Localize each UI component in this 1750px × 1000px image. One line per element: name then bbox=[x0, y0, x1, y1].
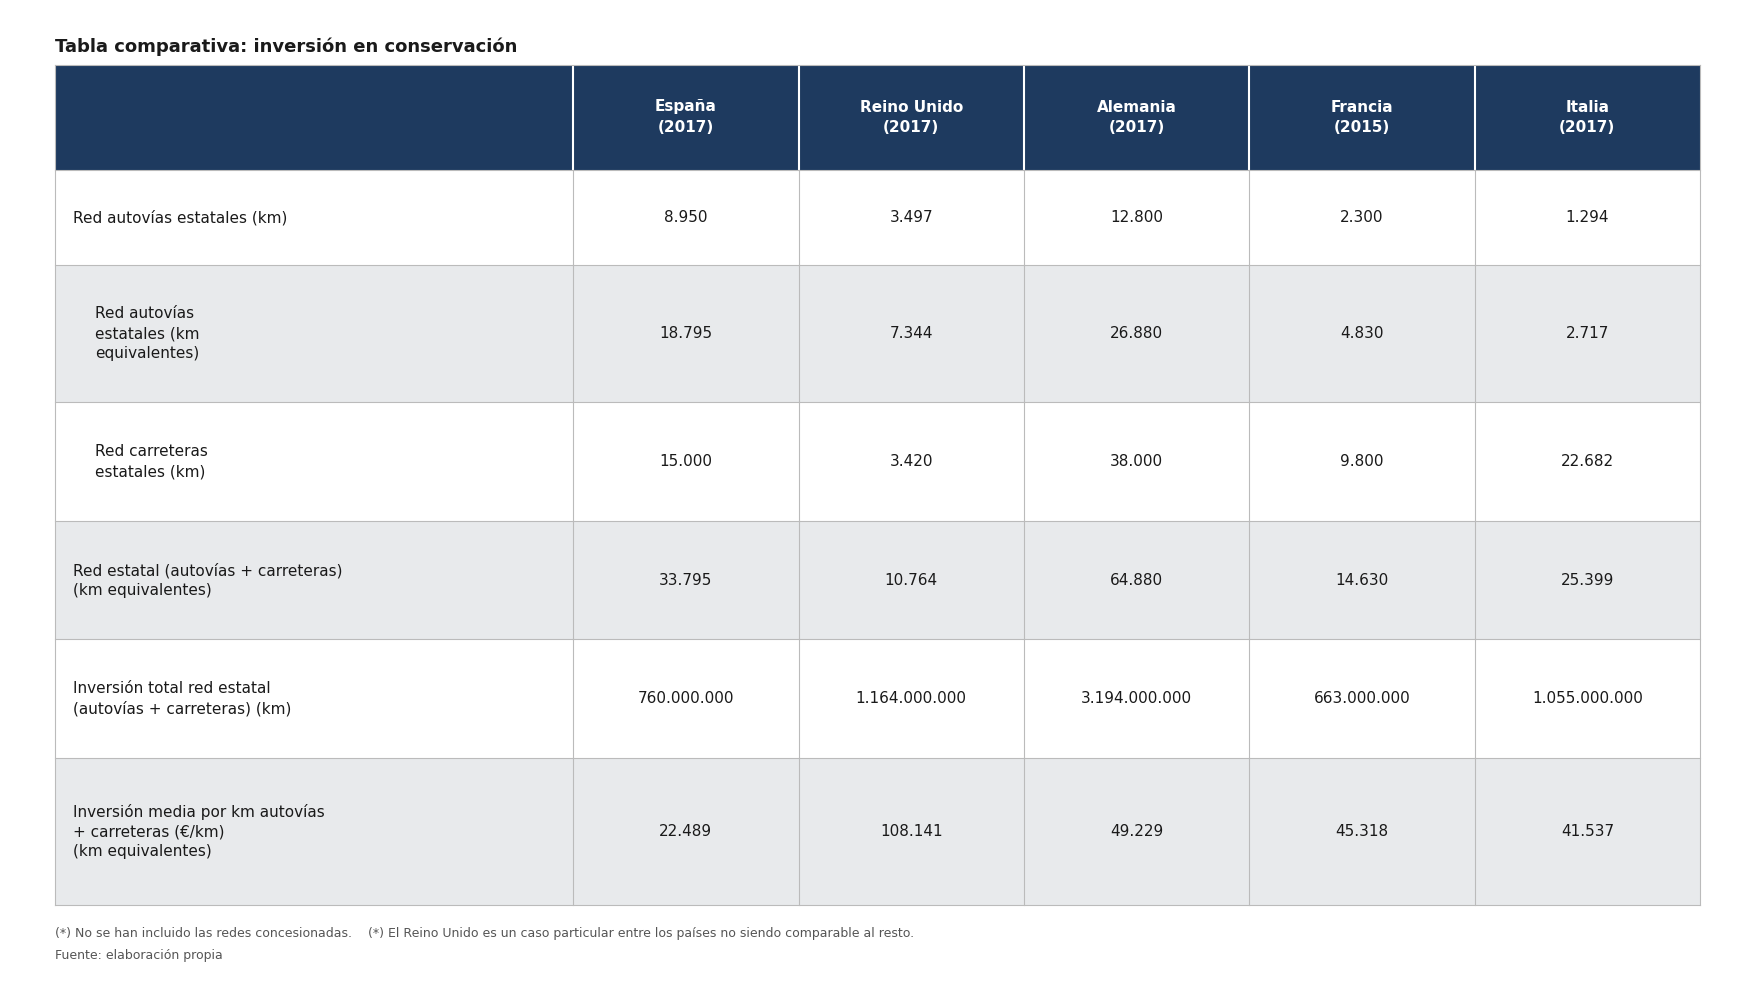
Text: 3.420: 3.420 bbox=[889, 454, 933, 469]
Text: 33.795: 33.795 bbox=[660, 573, 712, 588]
Text: 10.764: 10.764 bbox=[886, 573, 938, 588]
Text: Red carreteras
estatales (km): Red carreteras estatales (km) bbox=[94, 444, 208, 479]
Text: 49.229: 49.229 bbox=[1110, 824, 1164, 839]
Text: Red estatal (autovías + carreteras)
(km equivalentes): Red estatal (autovías + carreteras) (km … bbox=[74, 563, 343, 598]
Text: 3.497: 3.497 bbox=[889, 210, 933, 225]
Bar bbox=[54, 758, 1699, 905]
Text: 4.830: 4.830 bbox=[1340, 326, 1384, 341]
Bar bbox=[54, 65, 1699, 170]
Text: Red autovías
estatales (km
equivalentes): Red autovías estatales (km equivalentes) bbox=[94, 306, 200, 361]
Text: 108.141: 108.141 bbox=[880, 824, 943, 839]
Text: Italia
(2017): Italia (2017) bbox=[1559, 100, 1615, 135]
Text: 2.717: 2.717 bbox=[1566, 326, 1608, 341]
Text: Francia
(2015): Francia (2015) bbox=[1330, 100, 1393, 135]
Bar bbox=[54, 639, 1699, 758]
Text: 1.294: 1.294 bbox=[1566, 210, 1608, 225]
Text: 1.164.000.000: 1.164.000.000 bbox=[856, 691, 966, 706]
Bar bbox=[54, 402, 1699, 521]
Bar bbox=[54, 521, 1699, 639]
Text: 41.537: 41.537 bbox=[1561, 824, 1614, 839]
Text: 64.880: 64.880 bbox=[1110, 573, 1164, 588]
Text: 1.055.000.000: 1.055.000.000 bbox=[1531, 691, 1643, 706]
Text: 3.194.000.000: 3.194.000.000 bbox=[1082, 691, 1192, 706]
Text: 25.399: 25.399 bbox=[1561, 573, 1614, 588]
Text: 760.000.000: 760.000.000 bbox=[637, 691, 733, 706]
Text: Tabla comparativa: inversión en conservación: Tabla comparativa: inversión en conserva… bbox=[54, 38, 518, 56]
Text: 2.300: 2.300 bbox=[1340, 210, 1384, 225]
Text: 45.318: 45.318 bbox=[1335, 824, 1388, 839]
Bar bbox=[54, 265, 1699, 402]
Text: 8.950: 8.950 bbox=[663, 210, 707, 225]
Text: 26.880: 26.880 bbox=[1110, 326, 1164, 341]
Text: 663.000.000: 663.000.000 bbox=[1314, 691, 1410, 706]
Text: España
(2017): España (2017) bbox=[654, 100, 718, 135]
Text: Inversión total red estatal
(autovías + carreteras) (km): Inversión total red estatal (autovías + … bbox=[74, 681, 290, 716]
Text: 22.489: 22.489 bbox=[660, 824, 712, 839]
Text: Fuente: elaboración propia: Fuente: elaboración propia bbox=[54, 949, 222, 962]
Text: 14.630: 14.630 bbox=[1335, 573, 1388, 588]
Bar bbox=[54, 170, 1699, 265]
Text: 12.800: 12.800 bbox=[1110, 210, 1164, 225]
Text: Reino Unido
(2017): Reino Unido (2017) bbox=[859, 100, 963, 135]
Text: Alemania
(2017): Alemania (2017) bbox=[1097, 100, 1176, 135]
Text: (*) No se han incluido las redes concesionadas.    (*) El Reino Unido es un caso: (*) No se han incluido las redes concesi… bbox=[54, 927, 914, 940]
Text: Red autovías estatales (km): Red autovías estatales (km) bbox=[74, 210, 287, 225]
Text: 38.000: 38.000 bbox=[1110, 454, 1164, 469]
Text: 22.682: 22.682 bbox=[1561, 454, 1614, 469]
Text: 9.800: 9.800 bbox=[1340, 454, 1384, 469]
Text: 7.344: 7.344 bbox=[889, 326, 933, 341]
Text: 15.000: 15.000 bbox=[660, 454, 712, 469]
Text: 18.795: 18.795 bbox=[660, 326, 712, 341]
Text: Inversión media por km autovías
+ carreteras (€/km)
(km equivalentes): Inversión media por km autovías + carret… bbox=[74, 804, 326, 859]
